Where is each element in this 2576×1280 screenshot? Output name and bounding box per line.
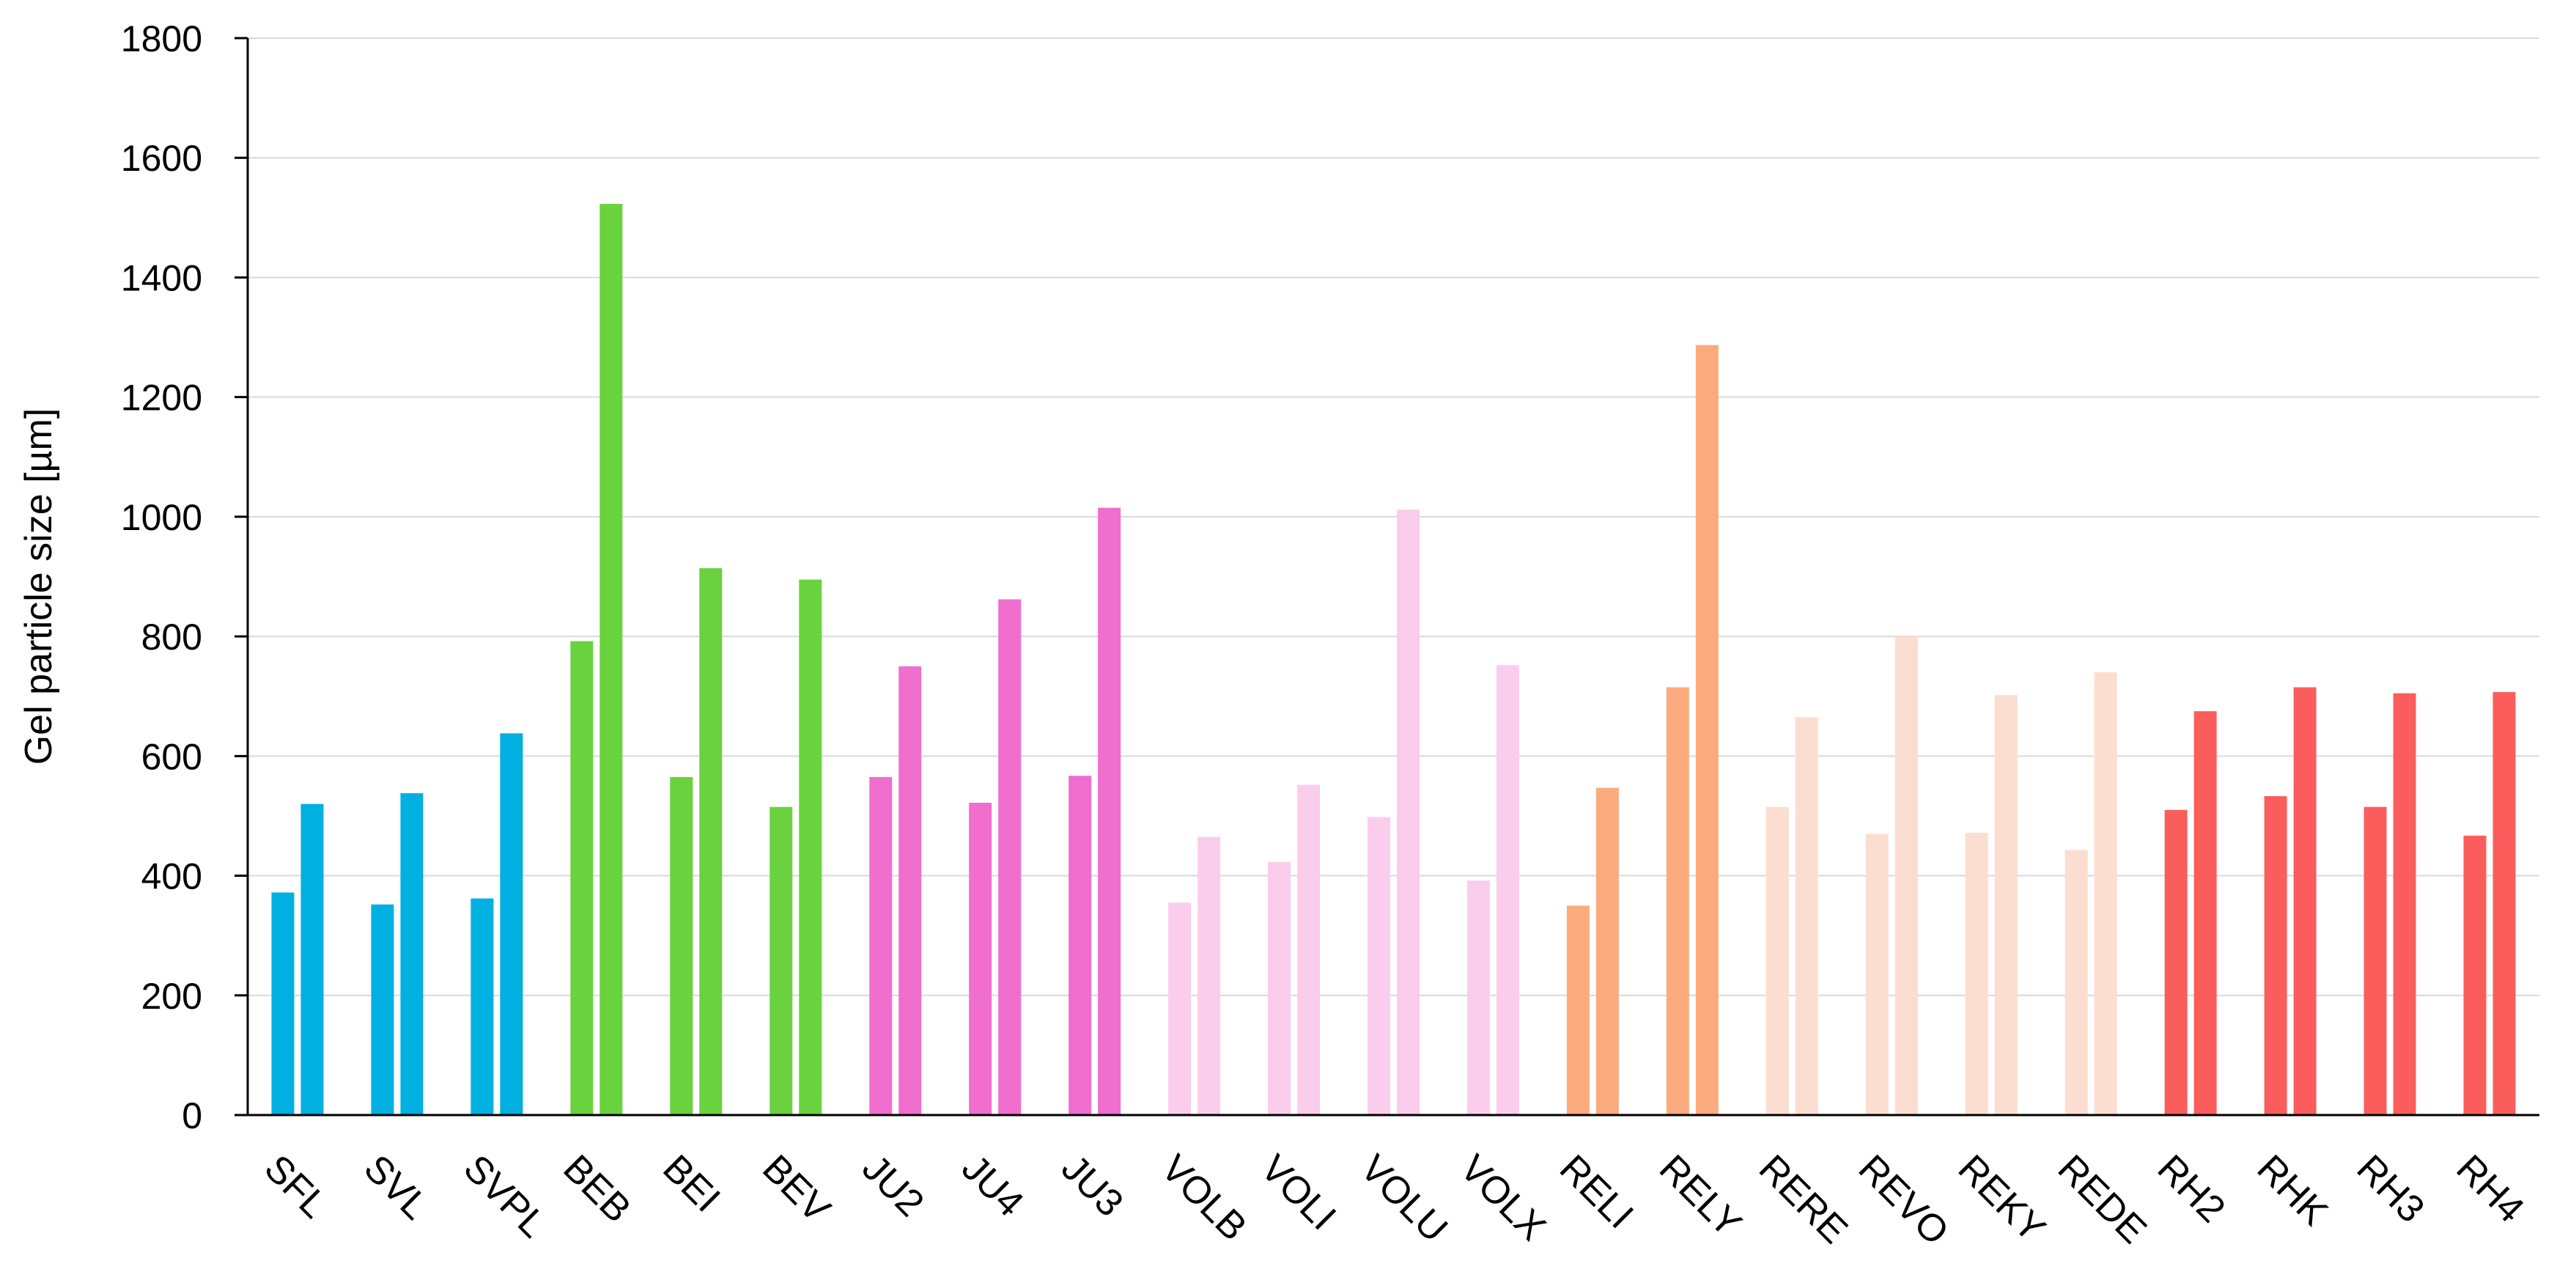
bar (2264, 796, 2287, 1115)
bar (1397, 510, 1420, 1115)
bar (1666, 687, 1689, 1115)
y-tick-label: 1600 (121, 138, 202, 179)
x-tick-label: BEV (754, 1147, 838, 1231)
axes (235, 37, 2539, 1117)
x-tick-label: SFL (256, 1147, 335, 1226)
bar (1795, 717, 1818, 1115)
x-tick-label: JU3 (1053, 1147, 1131, 1224)
bar (400, 792, 424, 1115)
y-tick-label: 1400 (121, 257, 202, 298)
x-tick-label: JU4 (953, 1147, 1031, 1224)
y-tick-label: 1000 (121, 497, 202, 538)
bar (770, 806, 793, 1115)
x-tick-label: JU2 (854, 1147, 931, 1224)
bar (799, 579, 822, 1115)
bar (1168, 902, 1192, 1115)
bar (2463, 835, 2487, 1115)
bar (2193, 711, 2217, 1115)
x-tick-label: RH3 (2349, 1147, 2433, 1231)
bar (2164, 809, 2188, 1115)
bar (1098, 507, 1121, 1115)
bar (869, 776, 893, 1115)
y-tick-labels: 0 200 400 600 800 1000 1200 1400 1600 1800 (121, 18, 202, 1136)
bar (1069, 776, 1092, 1115)
bar (1695, 345, 1719, 1115)
bar (1965, 832, 1988, 1115)
bar (699, 568, 723, 1115)
x-tick-label: RELY (1651, 1147, 1749, 1245)
bar (1297, 784, 1321, 1115)
bar (1368, 817, 1390, 1115)
y-tick-label: 400 (141, 856, 202, 897)
bar (2363, 806, 2387, 1115)
bar (1765, 806, 1789, 1115)
bar (998, 599, 1022, 1115)
bar (1496, 665, 1519, 1115)
bar (2064, 850, 2088, 1115)
bar (1595, 787, 1619, 1115)
bar (271, 892, 295, 1115)
x-tick-label: RERE (1751, 1147, 1856, 1251)
gridlines (248, 37, 2539, 996)
bar (1994, 695, 2018, 1115)
bar (300, 803, 324, 1115)
bar (969, 802, 992, 1115)
x-tick-label: RHK (2249, 1147, 2336, 1234)
x-tick-label: REVO (1850, 1147, 1957, 1253)
x-tick-label: VOLB (1153, 1147, 1255, 1248)
bar (1865, 834, 1889, 1115)
bar (898, 666, 922, 1115)
bar (2393, 693, 2416, 1115)
y-tick-label: 800 (141, 617, 202, 658)
y-tick-label: 600 (141, 736, 202, 777)
bar (599, 204, 623, 1116)
x-tick-label: REKY (1950, 1147, 2053, 1250)
x-tick-label: REDE (2050, 1147, 2155, 1251)
bar (371, 904, 394, 1115)
x-tick-label: VOLI (1252, 1147, 1344, 1238)
bar (1466, 880, 1490, 1115)
x-tick-label: VOLX (1452, 1147, 1554, 1248)
x-tick-label: BEB (555, 1147, 639, 1231)
x-tick-label: SVPL (455, 1147, 554, 1246)
x-tick-label: RH4 (2448, 1147, 2533, 1231)
x-tick-label: VOLU (1352, 1147, 1455, 1250)
x-tick-label: SVL (355, 1147, 437, 1228)
x-tick-label: RELI (1551, 1147, 1642, 1237)
bar (670, 776, 693, 1115)
bar (1268, 861, 1291, 1115)
bar (570, 641, 594, 1115)
y-tick-label: 1800 (121, 18, 202, 59)
bar (2293, 687, 2317, 1115)
x-tick-label: BEI (654, 1147, 728, 1220)
bars (271, 204, 2516, 1116)
bar (2492, 692, 2516, 1115)
bar (2094, 672, 2117, 1115)
bar (1197, 836, 1221, 1115)
x-tick-label: RH2 (2149, 1147, 2234, 1231)
y-axis-title: Gel particle size [µm] (18, 408, 60, 765)
bar (500, 733, 523, 1115)
bar (1894, 636, 1918, 1115)
bar (470, 898, 494, 1115)
bar (1566, 905, 1590, 1115)
y-tick-label: 200 (141, 976, 202, 1017)
y-tick-label: 1200 (121, 378, 202, 419)
y-tick-label: 0 (182, 1095, 202, 1136)
